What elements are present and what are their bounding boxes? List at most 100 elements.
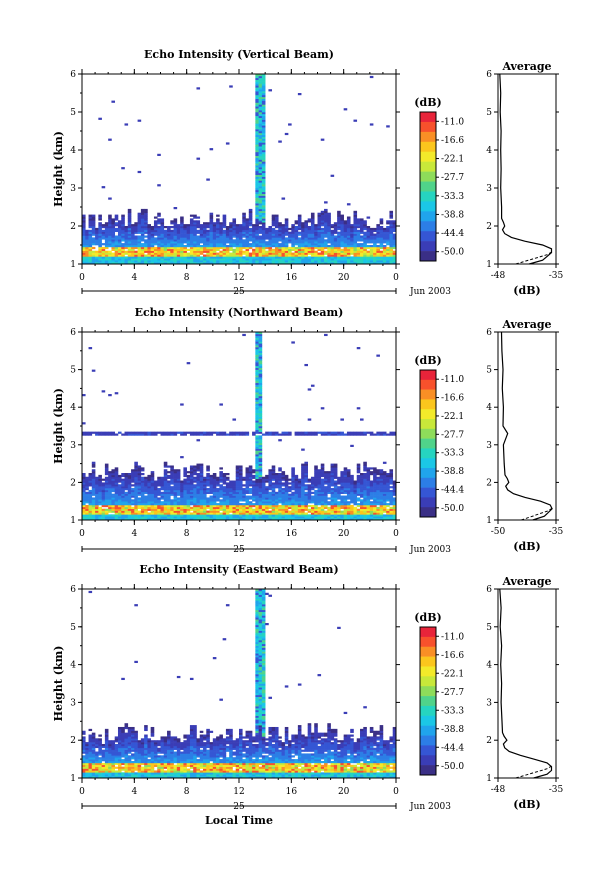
heatmap-cell — [216, 246, 220, 250]
heatmap-cell — [333, 512, 338, 515]
y-tick-label: 6 — [70, 70, 76, 80]
heatmap-cell — [134, 465, 138, 468]
heatmap-cell — [258, 397, 263, 400]
heatmap-cell — [382, 252, 387, 255]
heatmap-cell — [255, 482, 259, 485]
heatmap-cell — [189, 486, 194, 489]
heatmap-cell — [255, 155, 259, 158]
heatmap-cell — [219, 489, 223, 493]
heatmap-cell — [199, 495, 204, 498]
heatmap-cell — [117, 495, 122, 498]
heatmap-cell — [180, 241, 184, 244]
heatmap-cell — [353, 227, 358, 231]
heatmap-cell — [386, 235, 390, 238]
heatmap-cell — [157, 489, 161, 493]
heatmap-cell — [274, 480, 279, 483]
heatmap-cell — [284, 132, 289, 136]
heatmap-cell — [360, 252, 364, 255]
heatmap-cell — [127, 504, 132, 508]
heatmap-cell — [193, 229, 197, 232]
heatmap-cell — [167, 488, 171, 491]
heatmap-cell — [330, 243, 335, 246]
heatmap-cell — [346, 504, 351, 508]
heatmap-cell — [140, 482, 145, 485]
heatmap-cell — [255, 132, 259, 136]
heatmap-cells — [82, 332, 397, 521]
heatmap-cell — [216, 493, 220, 496]
heatmap-cell — [317, 501, 322, 504]
heatmap-cell — [147, 252, 151, 255]
heatmap-cell — [239, 433, 243, 436]
heatmap-cell — [327, 252, 331, 255]
heatmap-cell — [206, 252, 210, 255]
heatmap-cell — [330, 233, 335, 236]
heatmap-cell — [258, 407, 263, 410]
heatmap-cell — [353, 239, 358, 242]
heatmap-cell — [297, 227, 302, 231]
heatmap-cell — [134, 516, 138, 519]
heatmap-cell — [324, 489, 328, 493]
heatmap-cell — [212, 229, 217, 232]
heatmap-cell — [255, 159, 259, 162]
heatmap-cell — [265, 258, 269, 261]
heatmap-cell — [248, 476, 253, 479]
heatmap-cell — [389, 241, 394, 244]
heatmap-cell — [216, 224, 220, 227]
heatmap-cell — [255, 151, 259, 155]
heatmap-cell — [183, 258, 187, 261]
heatmap-cell — [274, 499, 279, 502]
heatmap-cell — [255, 486, 259, 489]
heatmap-cell — [239, 503, 243, 506]
heatmap-cell — [255, 197, 259, 200]
heatmap-cell — [294, 478, 299, 481]
heatmap-cell — [170, 222, 174, 225]
heatmap-cell — [88, 222, 93, 225]
heatmap-cell — [196, 516, 201, 519]
heatmap-cell — [343, 237, 348, 240]
heatmap-cell — [170, 260, 174, 263]
heatmap-cell — [98, 237, 102, 240]
heatmap-cell — [245, 262, 250, 265]
heatmap-cell — [310, 501, 315, 504]
heatmap-cell — [101, 504, 106, 508]
heatmap-cell — [147, 489, 151, 493]
heatmap-cell — [353, 482, 358, 485]
heatmap-cell — [274, 510, 279, 513]
heatmap-cell — [111, 493, 116, 496]
heatmap-cell — [183, 506, 187, 510]
heatmap-cell — [160, 497, 165, 500]
heatmap-cell — [291, 478, 295, 481]
heatmap-cell — [294, 260, 299, 263]
heatmap-cell — [203, 241, 207, 244]
heatmap-cell — [219, 473, 223, 476]
heatmap-cell — [239, 465, 243, 468]
heatmap-cell — [291, 501, 295, 504]
heatmap-cell — [235, 488, 240, 491]
heatmap-cell — [229, 254, 233, 257]
heatmap-cell — [104, 510, 109, 513]
heatmap-cell — [340, 250, 344, 253]
heatmap-cell — [111, 516, 116, 519]
heatmap-cell — [255, 352, 259, 355]
heatmap-cell — [160, 262, 165, 265]
heatmap-cell — [258, 369, 263, 372]
heatmap-cell — [127, 214, 132, 217]
heatmap-cell — [278, 518, 282, 521]
heatmap-cell — [232, 512, 237, 515]
heatmap-cell — [301, 516, 305, 519]
heatmap-cell — [337, 237, 341, 240]
heatmap-cell — [229, 222, 233, 225]
heatmap-cell — [297, 237, 302, 240]
heatmap-cell — [307, 248, 312, 251]
heatmap-cell — [281, 476, 286, 479]
heatmap-cell — [160, 488, 165, 491]
heatmap-cell — [317, 510, 322, 513]
heatmap-cell — [340, 260, 344, 263]
colorbar-swatch — [420, 112, 436, 123]
heatmap-cell — [278, 489, 282, 493]
heatmap-cell — [317, 224, 322, 227]
heatmap-cell — [288, 497, 292, 500]
heatmap-cell — [258, 184, 263, 187]
heatmap-cell — [261, 245, 266, 248]
heatmap-cell — [346, 474, 351, 478]
